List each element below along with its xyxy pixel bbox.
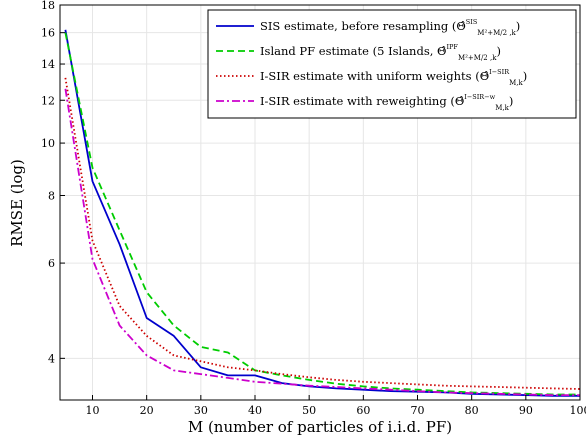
legend-label: I-SIR estimate with reweighting (Θ̂I−SIR… (260, 93, 513, 112)
y-tick-label: 16 (41, 27, 55, 40)
y-tick-label: 10 (41, 137, 55, 150)
x-tick-label: 80 (465, 404, 479, 417)
series-line-2 (64, 32, 580, 396)
x-axis-label: M (number of particles of i.i.d. PF) (188, 418, 452, 436)
series-lines (64, 29, 581, 397)
legend-label: Island PF estimate (5 Islands, Θ̂IPFM²+M… (260, 43, 501, 62)
x-tick-label: 90 (519, 404, 533, 417)
series-line-1 (64, 29, 580, 397)
legend-box (207, 9, 577, 119)
legend: SIS estimate, before resampling (Θ̂SISM²… (207, 9, 577, 119)
x-axis-ticks: 10 20 30 40 50 60 70 80 90 100 (86, 395, 586, 417)
plot-frame (59, 4, 581, 401)
y-tick-label: 14 (41, 58, 55, 71)
legend-label: SIS estimate, before resampling (Θ̂SISM²… (260, 18, 520, 37)
series-line-4 (64, 88, 580, 397)
x-tick-label: 100 (570, 404, 586, 417)
x-tick-label: 40 (248, 404, 262, 417)
x-tick-label: 50 (302, 404, 316, 417)
y-tick-label: 6 (48, 257, 55, 270)
series-line-3 (64, 77, 581, 390)
x-tick-label: 60 (356, 404, 370, 417)
y-axis-label: RMSE (log) (8, 159, 26, 247)
y-tick-label: 4 (48, 352, 55, 365)
y-tick-label: 8 (48, 190, 55, 203)
y-tick-label: 18 (41, 0, 55, 12)
legend-label: I-SIR estimate with uniform weights (Θ̂I… (260, 68, 527, 87)
x-tick-label: 30 (194, 404, 208, 417)
y-axis-ticks: 4 6 8 10 12 14 16 18 (41, 0, 65, 365)
y-tick-label: 12 (41, 94, 55, 107)
x-tick-label: 10 (86, 404, 100, 417)
x-tick-label: 70 (411, 404, 425, 417)
x-tick-label: 20 (140, 404, 154, 417)
